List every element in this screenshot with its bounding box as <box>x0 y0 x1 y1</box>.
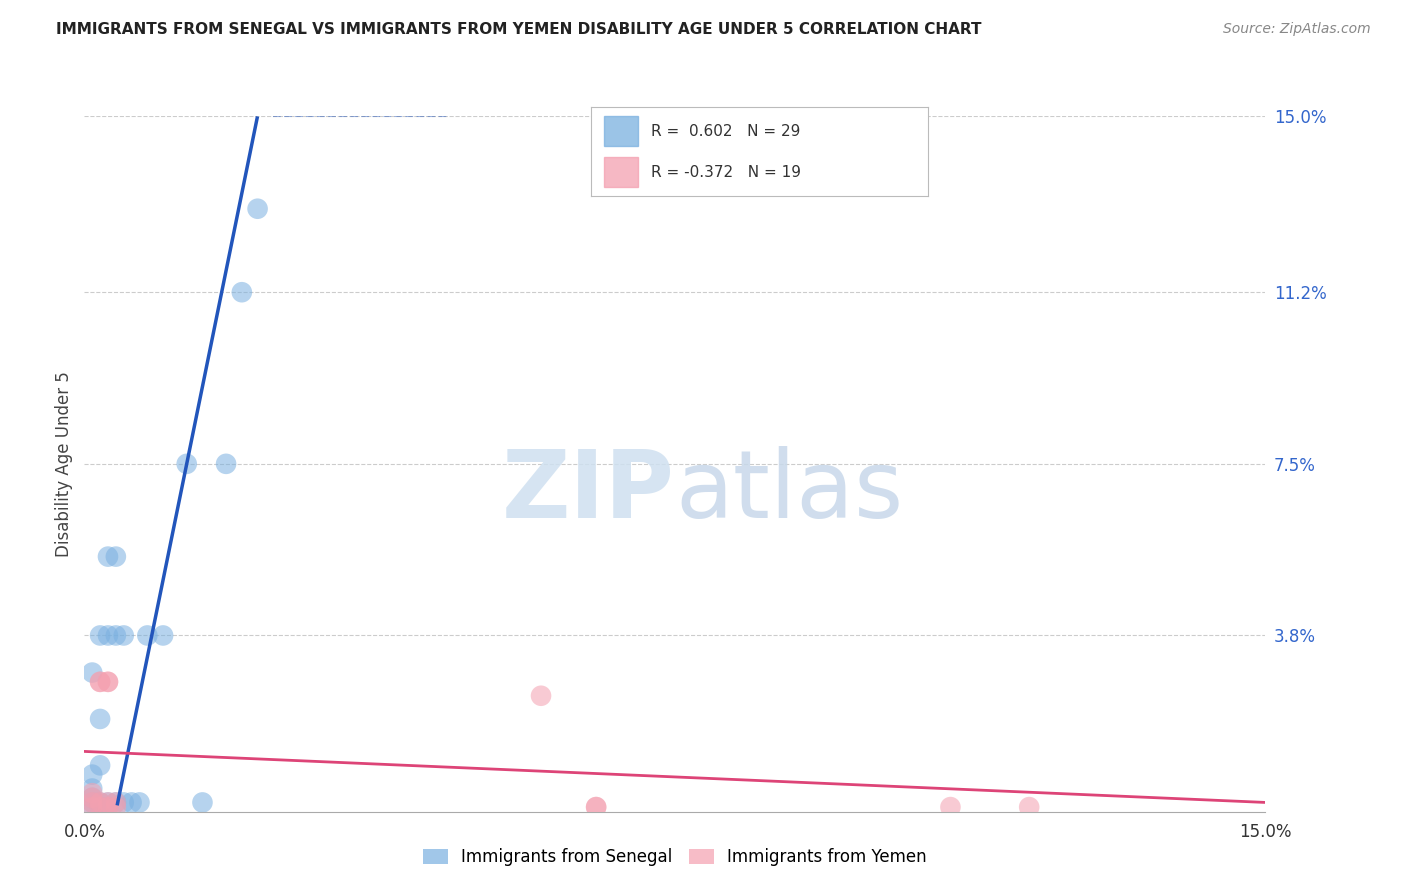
Text: ZIP: ZIP <box>502 446 675 538</box>
Bar <box>605 157 638 187</box>
Point <box>89 796 111 810</box>
Point <box>112 628 135 642</box>
Point <box>97 796 120 810</box>
Point <box>82 781 104 796</box>
Point <box>82 800 104 814</box>
Point <box>191 796 214 810</box>
Point <box>104 549 127 564</box>
Point <box>82 796 104 810</box>
Point <box>152 628 174 642</box>
Point <box>89 796 111 810</box>
Legend: Immigrants from Senegal, Immigrants from Yemen: Immigrants from Senegal, Immigrants from… <box>416 842 934 873</box>
Point <box>82 796 104 810</box>
Point <box>82 790 104 805</box>
Point <box>89 800 111 814</box>
Point <box>231 285 253 300</box>
Point <box>97 800 120 814</box>
Point <box>82 786 104 800</box>
Point <box>97 549 120 564</box>
Point <box>246 202 269 216</box>
Point <box>97 800 120 814</box>
Point <box>97 674 120 689</box>
Point <box>136 628 159 642</box>
Point <box>89 758 111 772</box>
Point <box>104 800 127 814</box>
Point <box>89 628 111 642</box>
Point <box>104 796 127 810</box>
Point <box>97 628 120 642</box>
Point <box>585 800 607 814</box>
Point <box>176 457 198 471</box>
Point <box>530 689 553 703</box>
Point <box>82 790 104 805</box>
Point <box>82 767 104 781</box>
Point <box>97 796 120 810</box>
Y-axis label: Disability Age Under 5: Disability Age Under 5 <box>55 371 73 557</box>
Text: atlas: atlas <box>675 446 903 538</box>
Point <box>97 674 120 689</box>
Point <box>939 800 962 814</box>
Point <box>128 796 150 810</box>
Point <box>104 796 127 810</box>
Text: Source: ZipAtlas.com: Source: ZipAtlas.com <box>1223 22 1371 37</box>
Text: R = -0.372   N = 19: R = -0.372 N = 19 <box>651 165 801 179</box>
Point <box>82 800 104 814</box>
Point <box>104 628 127 642</box>
Point <box>89 674 111 689</box>
Text: R =  0.602   N = 29: R = 0.602 N = 29 <box>651 124 800 138</box>
Point <box>112 796 135 810</box>
Text: IMMIGRANTS FROM SENEGAL VS IMMIGRANTS FROM YEMEN DISABILITY AGE UNDER 5 CORRELAT: IMMIGRANTS FROM SENEGAL VS IMMIGRANTS FR… <box>56 22 981 37</box>
Point <box>82 665 104 680</box>
Point <box>89 800 111 814</box>
Point <box>121 796 143 810</box>
Bar <box>605 116 638 146</box>
Point <box>215 457 238 471</box>
Point <box>1018 800 1040 814</box>
Point <box>585 800 607 814</box>
Point <box>89 712 111 726</box>
Point <box>89 674 111 689</box>
